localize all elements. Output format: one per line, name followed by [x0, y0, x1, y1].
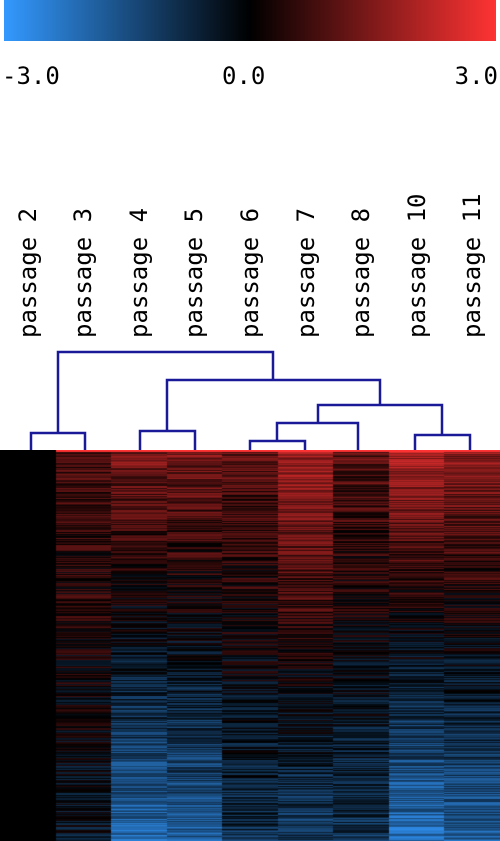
heatmap	[0, 450, 500, 841]
dendrogram	[29, 350, 472, 451]
column-label: passage 2	[13, 207, 42, 338]
dendro-link-p67-p8	[275, 421, 360, 451]
column-label: passage 11	[458, 193, 487, 339]
column-label: passage 7	[291, 207, 320, 338]
scale-min-label: -3.0	[2, 62, 60, 90]
scale-max-label: 3.0	[454, 62, 498, 90]
scale-mid-label: 0.0	[222, 62, 266, 90]
dendro-link-p678-p1011	[316, 403, 444, 435]
column-label: passage 3	[69, 207, 98, 338]
column-label: passage 4	[124, 207, 153, 338]
dendro-link-p2-p3	[29, 431, 87, 451]
column-labels: passage 2 passage 3 passage 4 passage 5 pass…	[0, 0, 500, 345]
column-label: passage 10	[402, 193, 431, 339]
dendro-link-p4-p5	[138, 429, 197, 451]
column-label: passage 8	[347, 207, 376, 338]
dendro-link-root	[56, 350, 275, 433]
column-label: passage 5	[180, 207, 209, 338]
column-label: passage 6	[236, 207, 264, 338]
dendro-link-p10-p11	[413, 433, 472, 451]
color-scale-bar	[4, 0, 496, 41]
